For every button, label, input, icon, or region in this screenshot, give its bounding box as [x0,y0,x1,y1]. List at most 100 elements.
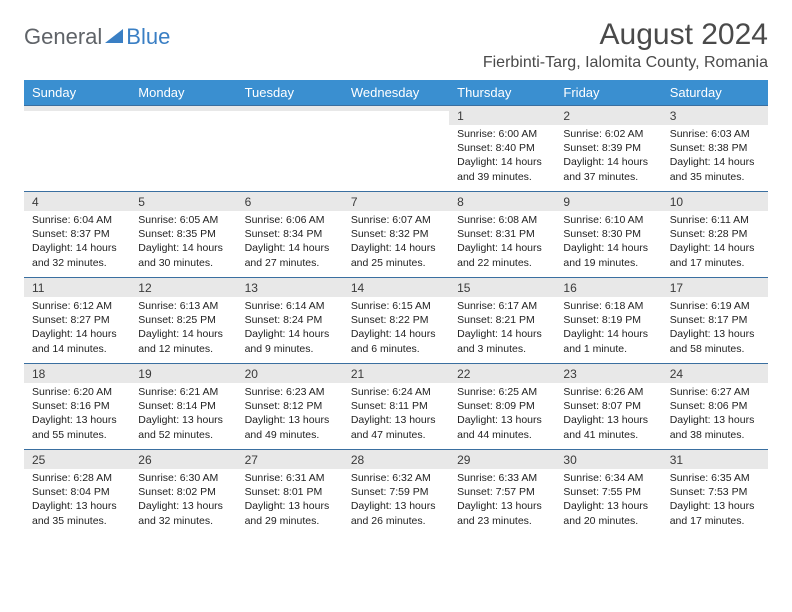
calendar-cell [237,106,343,192]
sunrise: Sunrise: 6:21 AM [138,385,228,399]
sunrise: Sunrise: 6:23 AM [245,385,335,399]
location: Fierbinti-Targ, Ialomita County, Romania [483,54,768,72]
sunset: Sunset: 8:22 PM [351,313,441,327]
daylight: Daylight: 14 hours and 12 minutes. [138,327,228,355]
weekday-header: Tuesday [237,80,343,106]
day-number: 29 [449,450,555,469]
daylight: Daylight: 13 hours and 52 minutes. [138,413,228,441]
calendar-cell: 10Sunrise: 6:11 AMSunset: 8:28 PMDayligh… [662,192,768,278]
day-data: Sunrise: 6:23 AMSunset: 8:12 PMDaylight:… [237,383,343,446]
day-number: 3 [662,106,768,125]
day-number: 1 [449,106,555,125]
month-title: August 2024 [483,18,768,52]
daylight: Daylight: 14 hours and 9 minutes. [245,327,335,355]
calendar-cell: 16Sunrise: 6:18 AMSunset: 8:19 PMDayligh… [555,278,661,364]
day-number: 19 [130,364,236,383]
logo: General Blue [24,18,170,50]
day-data [24,111,130,171]
day-number: 24 [662,364,768,383]
calendar-cell: 13Sunrise: 6:14 AMSunset: 8:24 PMDayligh… [237,278,343,364]
calendar-cell: 21Sunrise: 6:24 AMSunset: 8:11 PMDayligh… [343,364,449,450]
day-number: 27 [237,450,343,469]
day-data: Sunrise: 6:15 AMSunset: 8:22 PMDaylight:… [343,297,449,360]
sunrise: Sunrise: 6:12 AM [32,299,122,313]
calendar-cell: 2Sunrise: 6:02 AMSunset: 8:39 PMDaylight… [555,106,661,192]
day-data: Sunrise: 6:32 AMSunset: 7:59 PMDaylight:… [343,469,449,532]
calendar-cell: 7Sunrise: 6:07 AMSunset: 8:32 PMDaylight… [343,192,449,278]
daylight: Daylight: 14 hours and 6 minutes. [351,327,441,355]
sunset: Sunset: 8:31 PM [457,227,547,241]
day-data: Sunrise: 6:21 AMSunset: 8:14 PMDaylight:… [130,383,236,446]
day-number: 11 [24,278,130,297]
calendar-cell: 30Sunrise: 6:34 AMSunset: 7:55 PMDayligh… [555,450,661,536]
sunset: Sunset: 8:09 PM [457,399,547,413]
daylight: Daylight: 14 hours and 3 minutes. [457,327,547,355]
sunrise: Sunrise: 6:33 AM [457,471,547,485]
calendar-table: Sunday Monday Tuesday Wednesday Thursday… [24,80,768,536]
daylight: Daylight: 13 hours and 47 minutes. [351,413,441,441]
daylight: Daylight: 14 hours and 37 minutes. [563,155,653,183]
daylight: Daylight: 13 hours and 49 minutes. [245,413,335,441]
day-number: 5 [130,192,236,211]
sunset: Sunset: 8:30 PM [563,227,653,241]
sunrise: Sunrise: 6:30 AM [138,471,228,485]
daylight: Daylight: 14 hours and 27 minutes. [245,241,335,269]
day-number: 23 [555,364,661,383]
title-block: August 2024 Fierbinti-Targ, Ialomita Cou… [483,18,768,72]
day-data [130,111,236,171]
day-data: Sunrise: 6:02 AMSunset: 8:39 PMDaylight:… [555,125,661,188]
daylight: Daylight: 13 hours and 41 minutes. [563,413,653,441]
header: General Blue August 2024 Fierbinti-Targ,… [24,18,768,72]
daylight: Daylight: 13 hours and 55 minutes. [32,413,122,441]
weekday-header: Sunday [24,80,130,106]
day-number: 15 [449,278,555,297]
sunset: Sunset: 8:38 PM [670,141,760,155]
calendar-cell: 5Sunrise: 6:05 AMSunset: 8:35 PMDaylight… [130,192,236,278]
calendar-cell: 3Sunrise: 6:03 AMSunset: 8:38 PMDaylight… [662,106,768,192]
daylight: Daylight: 14 hours and 19 minutes. [563,241,653,269]
sunset: Sunset: 8:24 PM [245,313,335,327]
daylight: Daylight: 14 hours and 39 minutes. [457,155,547,183]
calendar-row: 18Sunrise: 6:20 AMSunset: 8:16 PMDayligh… [24,364,768,450]
sunset: Sunset: 8:34 PM [245,227,335,241]
sunset: Sunset: 8:06 PM [670,399,760,413]
daylight: Daylight: 13 hours and 44 minutes. [457,413,547,441]
calendar-row: 1Sunrise: 6:00 AMSunset: 8:40 PMDaylight… [24,106,768,192]
day-number: 9 [555,192,661,211]
logo-text-blue: Blue [126,24,170,50]
sunset: Sunset: 8:12 PM [245,399,335,413]
day-number: 17 [662,278,768,297]
sunrise: Sunrise: 6:04 AM [32,213,122,227]
day-data: Sunrise: 6:27 AMSunset: 8:06 PMDaylight:… [662,383,768,446]
day-data: Sunrise: 6:08 AMSunset: 8:31 PMDaylight:… [449,211,555,274]
sunrise: Sunrise: 6:14 AM [245,299,335,313]
sunrise: Sunrise: 6:19 AM [670,299,760,313]
day-number: 18 [24,364,130,383]
weekday-header: Monday [130,80,236,106]
day-number: 26 [130,450,236,469]
daylight: Daylight: 13 hours and 17 minutes. [670,499,760,527]
day-data: Sunrise: 6:00 AMSunset: 8:40 PMDaylight:… [449,125,555,188]
daylight: Daylight: 14 hours and 32 minutes. [32,241,122,269]
sunrise: Sunrise: 6:10 AM [563,213,653,227]
calendar-cell: 29Sunrise: 6:33 AMSunset: 7:57 PMDayligh… [449,450,555,536]
sunset: Sunset: 7:55 PM [563,485,653,499]
calendar-cell: 31Sunrise: 6:35 AMSunset: 7:53 PMDayligh… [662,450,768,536]
sunrise: Sunrise: 6:27 AM [670,385,760,399]
calendar-cell: 22Sunrise: 6:25 AMSunset: 8:09 PMDayligh… [449,364,555,450]
calendar-cell [130,106,236,192]
sunrise: Sunrise: 6:34 AM [563,471,653,485]
day-data [237,111,343,171]
sunrise: Sunrise: 6:31 AM [245,471,335,485]
calendar-cell: 1Sunrise: 6:00 AMSunset: 8:40 PMDaylight… [449,106,555,192]
day-data: Sunrise: 6:24 AMSunset: 8:11 PMDaylight:… [343,383,449,446]
day-data: Sunrise: 6:28 AMSunset: 8:04 PMDaylight:… [24,469,130,532]
sunset: Sunset: 8:14 PM [138,399,228,413]
calendar-cell: 12Sunrise: 6:13 AMSunset: 8:25 PMDayligh… [130,278,236,364]
day-number: 8 [449,192,555,211]
daylight: Daylight: 14 hours and 14 minutes. [32,327,122,355]
sunset: Sunset: 8:07 PM [563,399,653,413]
weekday-header: Friday [555,80,661,106]
sunrise: Sunrise: 6:35 AM [670,471,760,485]
calendar-cell: 23Sunrise: 6:26 AMSunset: 8:07 PMDayligh… [555,364,661,450]
